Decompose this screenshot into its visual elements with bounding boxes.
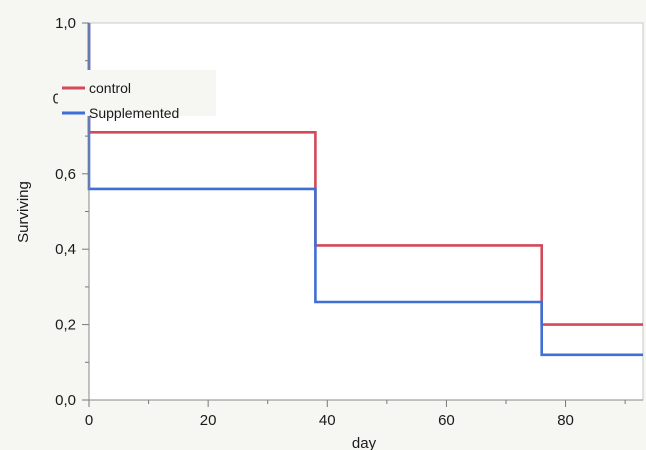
legend: control Supplemented	[58, 70, 216, 121]
y-tick-label: 0,2	[55, 317, 76, 334]
y-tick-label-partial: 0	[53, 90, 61, 107]
y-tick-label: 0,0	[55, 392, 76, 409]
y-tick-label: 1,0	[55, 15, 76, 32]
y-tick-label: 0,6	[55, 166, 76, 183]
x-tick-label: 40	[319, 412, 336, 429]
legend-box	[58, 70, 216, 116]
y-tick-label: 0,4	[55, 241, 76, 258]
x-tick-label: 0	[85, 412, 93, 429]
legend-label: Supplemented	[89, 105, 179, 121]
legend-label: control	[89, 80, 131, 96]
y-axis-title: Surviving	[15, 181, 32, 243]
x-tick-label: 80	[557, 412, 574, 429]
x-tick-label: 20	[200, 412, 217, 429]
x-tick-label: 60	[438, 412, 455, 429]
x-axis-title: day	[352, 435, 377, 450]
